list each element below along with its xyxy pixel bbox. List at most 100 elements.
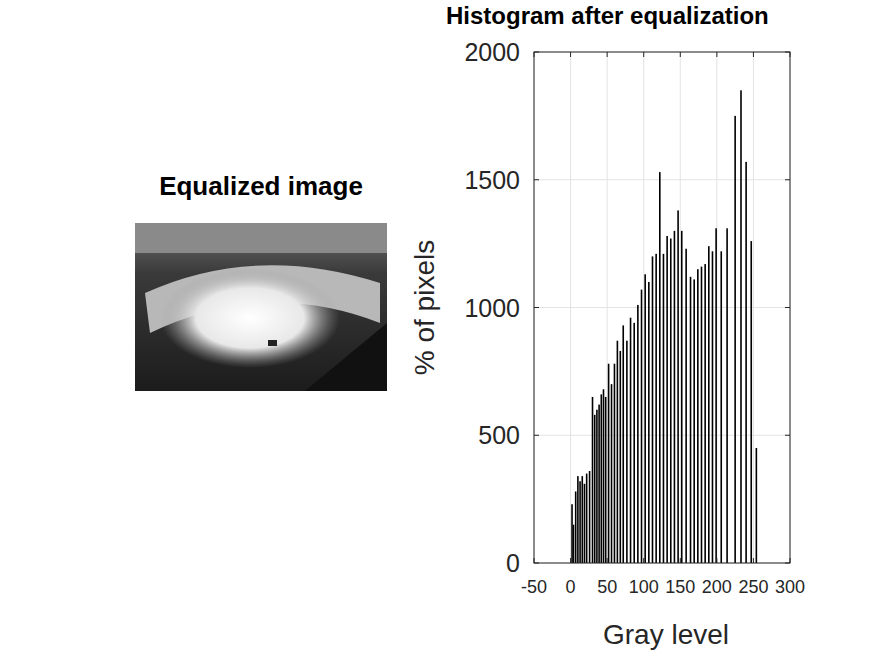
- x-tick-label: -50: [521, 577, 547, 597]
- bar: [620, 351, 622, 563]
- x-tick: [534, 558, 535, 563]
- y-axis-label: % of pixels: [409, 240, 440, 375]
- bars: [571, 90, 757, 563]
- image-trees: [305, 323, 387, 391]
- bar: [734, 116, 736, 563]
- bar: [579, 481, 581, 563]
- bar: [573, 525, 575, 563]
- grid: [534, 52, 790, 563]
- bar: [704, 264, 706, 563]
- y-tick-label: 1500: [464, 166, 520, 194]
- chart-title: Histogram after equalization: [446, 2, 769, 29]
- bar: [571, 504, 573, 563]
- x-tick: [716, 558, 717, 563]
- bar: [674, 231, 676, 563]
- x-tick: [643, 558, 644, 563]
- image-background: [135, 223, 387, 391]
- x-tick: [716, 52, 717, 57]
- bar: [626, 341, 628, 563]
- equalized-image: [135, 223, 387, 391]
- y-tick-label: 1000: [464, 294, 520, 322]
- x-axis-label: Gray level: [603, 619, 729, 650]
- x-tick: [570, 52, 571, 57]
- bar: [596, 410, 598, 563]
- bar: [614, 364, 616, 563]
- y-tick-label: 2000: [464, 38, 520, 66]
- bar: [701, 267, 703, 563]
- y-tick: [534, 307, 539, 308]
- image-title: Equalized image: [159, 171, 363, 201]
- y-tick: [785, 563, 790, 564]
- x-tick: [790, 558, 791, 563]
- bar: [644, 274, 646, 563]
- bar: [745, 162, 747, 563]
- bar: [720, 251, 722, 563]
- bar: [659, 172, 661, 563]
- bar: [708, 246, 710, 563]
- bar: [663, 254, 665, 563]
- bar: [677, 210, 679, 563]
- x-tick-label: 300: [775, 577, 805, 597]
- bar: [712, 251, 714, 563]
- x-tick-label: 0: [566, 577, 576, 597]
- bar: [666, 236, 668, 563]
- bar: [637, 305, 639, 563]
- x-tick: [607, 52, 608, 57]
- bar: [641, 290, 643, 563]
- bar: [726, 228, 728, 563]
- x-tick-label: 50: [597, 577, 617, 597]
- x-tick-label: 150: [665, 577, 695, 597]
- y-tick: [785, 435, 790, 436]
- bar: [575, 491, 577, 563]
- bar: [600, 394, 602, 563]
- y-grid-line: [534, 179, 790, 180]
- bar: [608, 364, 610, 563]
- bar: [589, 471, 591, 563]
- bar: [750, 241, 752, 563]
- x-tick: [790, 52, 791, 57]
- bar: [693, 279, 695, 563]
- bar: [598, 405, 600, 563]
- x-tick: [570, 558, 571, 563]
- x-tick: [643, 52, 644, 57]
- bar: [584, 484, 586, 563]
- y-tick: [534, 52, 539, 53]
- x-tick: [680, 558, 681, 563]
- y-tick: [785, 179, 790, 180]
- bar: [740, 90, 742, 563]
- bar: [630, 318, 632, 563]
- bar: [586, 474, 588, 563]
- bar: [594, 415, 596, 563]
- bar: [652, 256, 654, 563]
- image-boat: [268, 340, 277, 346]
- figure: Equalized image-500501001502002503000500…: [0, 0, 872, 654]
- bar: [685, 249, 687, 563]
- bar: [655, 254, 657, 563]
- image-river: [135, 223, 387, 253]
- y-tick: [785, 307, 790, 308]
- bar: [681, 231, 683, 563]
- plot-frame: [534, 52, 790, 563]
- x-tick: [753, 52, 754, 57]
- bar: [577, 476, 579, 563]
- bar: [581, 476, 583, 563]
- bar: [611, 384, 613, 563]
- bar: [690, 277, 692, 563]
- y-tick: [534, 563, 539, 564]
- x-tick-label: 100: [629, 577, 659, 597]
- bar: [670, 239, 672, 563]
- x-tick-label: 250: [738, 577, 768, 597]
- x-tick: [607, 558, 608, 563]
- x-tick: [753, 558, 754, 563]
- bar: [592, 397, 594, 563]
- bar: [622, 325, 624, 563]
- y-tick: [785, 52, 790, 53]
- bar: [697, 269, 699, 563]
- image-mist: [160, 268, 340, 368]
- plot-area: [534, 52, 790, 563]
- y-tick-label: 0: [506, 549, 520, 577]
- bar: [617, 341, 619, 563]
- bar: [715, 228, 717, 563]
- x-tick: [680, 52, 681, 57]
- bar: [605, 397, 607, 563]
